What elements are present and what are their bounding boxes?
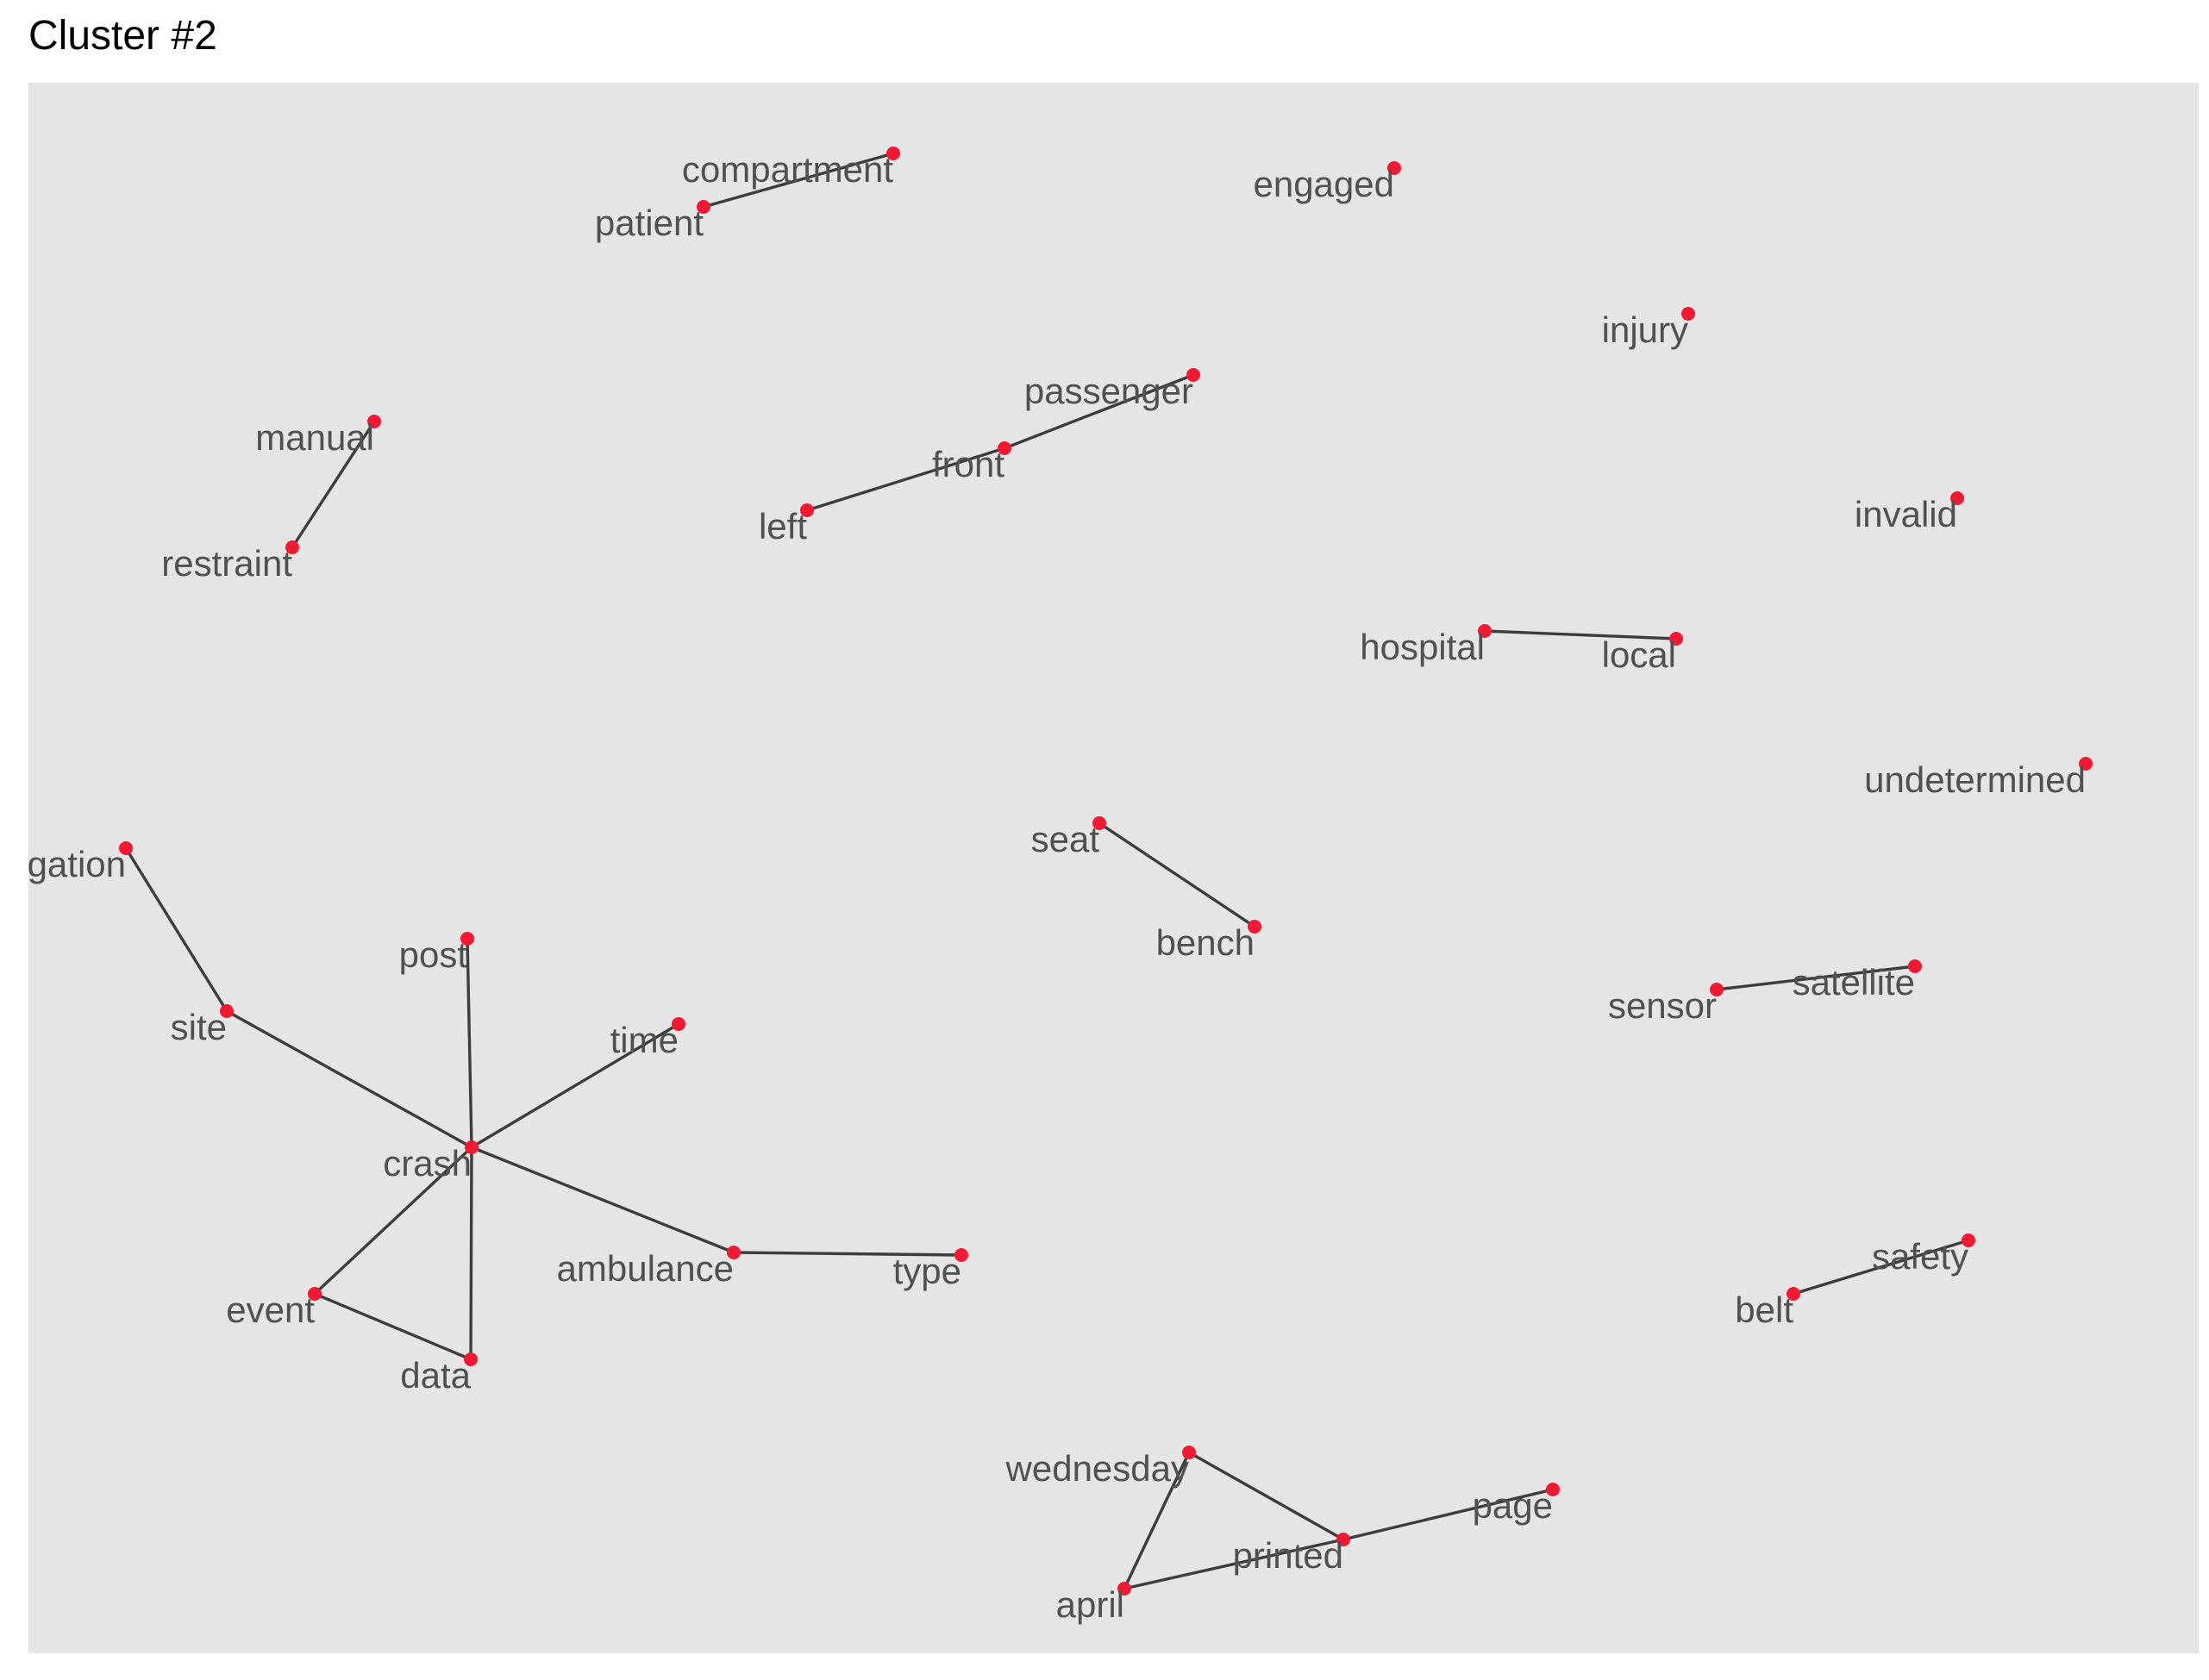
label-belt: belt [1735,1290,1793,1330]
node-bench [1248,920,1261,934]
node-seat [1092,816,1106,830]
node-local [1669,632,1683,646]
label-time: time [610,1020,679,1060]
label-printed: printed [1233,1535,1343,1576]
edge-wednesday-printed [1188,1451,1344,1541]
label-passenger: passenger [1024,371,1193,411]
node-injury [1681,307,1695,321]
plot-panel: compartment patient engaged injury passenger… [28,83,2199,1653]
edge-left-front [806,447,1005,512]
label-engaged: engaged [1253,164,1394,204]
label-site: site [171,1007,227,1047]
label-left: left [759,506,807,546]
node-satellite [1908,959,1922,973]
edge-sensor-satellite [1716,965,1916,991]
label-page: page [1473,1485,1553,1526]
edge-wednesday-april [1123,1452,1191,1589]
label-event: event [226,1290,315,1330]
node-invalid [1950,491,1964,505]
label-satellite: satellite [1793,962,1915,1002]
node-front [998,441,1011,455]
node-undetermined [2079,757,2093,771]
node-april [1117,1582,1131,1596]
label-crash: crash [383,1143,472,1183]
node-passenger [1186,368,1200,382]
edge-crash-data [469,1146,473,1360]
label-bench: bench [1156,922,1255,963]
label-type: type [893,1251,961,1291]
edge-manual-restraint [291,421,376,548]
node-page [1546,1483,1560,1496]
label-manual: manual [255,417,374,458]
edge-investigation-site [124,847,228,1012]
node-safety [1962,1233,1975,1247]
edge-ambulance-type [733,1251,962,1257]
edge-front-passenger [1004,373,1194,450]
node-patient [697,200,710,214]
edge-post-crash [466,938,473,1148]
edge-seat-bench [1098,821,1255,928]
node-site [220,1004,234,1018]
label-safety: safety [1872,1236,1968,1277]
label-ambulance: ambulance [557,1248,734,1289]
node-time [672,1017,685,1031]
label-data: data [400,1355,471,1396]
label-investigation: investigation [28,844,126,884]
chart-title: Cluster #2 [28,13,217,59]
node-engaged [1387,161,1401,175]
network-graph: compartment patient engaged injury passenger… [28,147,2093,1625]
node-data [464,1352,478,1366]
node-post [460,932,474,946]
node-belt [1787,1287,1800,1301]
node-crash [465,1140,479,1154]
nodes-layer [119,147,2093,1596]
edge-printed-page [1342,1488,1554,1541]
node-compartment [886,147,900,160]
node-sensor [1710,983,1724,996]
label-april: april [1056,1584,1124,1625]
node-wednesday [1182,1446,1196,1459]
node-ambulance [727,1246,741,1259]
node-printed [1336,1533,1350,1546]
edge-belt-safety [1793,1239,1969,1296]
node-restraint [285,540,299,554]
edge-crash-event [313,1146,473,1296]
edge-patient-compartment [703,152,894,209]
node-type [954,1248,968,1262]
label-wednesday: wednesday [1005,1448,1189,1489]
label-hospital: hospital [1360,627,1485,667]
node-manual [367,415,381,428]
label-undetermined: undetermined [1864,759,2086,800]
edge-site-crash [226,1009,472,1149]
label-front: front [932,444,1004,484]
label-local: local [1602,634,1676,675]
edge-april-printed [1123,1538,1344,1590]
edge-time-crash [471,1022,679,1149]
label-patient: patient [595,203,704,243]
node-investigation [119,841,133,855]
label-invalid: invalid [1855,494,1957,534]
node-hospital [1478,624,1492,638]
label-sensor: sensor [1608,985,1717,1026]
label-restraint: restraint [161,543,292,584]
node-event [308,1287,322,1301]
label-post: post [399,934,468,975]
label-compartment: compartment [682,149,893,190]
edge-crash-ambulance [471,1146,735,1254]
edges-layer [124,152,1969,1590]
label-injury: injury [1602,309,1688,350]
label-seat: seat [1031,819,1100,859]
labels-layer: compartment patient engaged injury passenger… [28,149,2086,1625]
edge-hospital-local [1484,629,1677,640]
edge-event-data [314,1292,472,1361]
node-left [800,503,814,517]
